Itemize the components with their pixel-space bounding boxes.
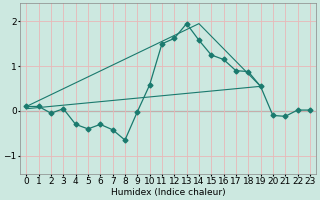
X-axis label: Humidex (Indice chaleur): Humidex (Indice chaleur) xyxy=(111,188,225,197)
